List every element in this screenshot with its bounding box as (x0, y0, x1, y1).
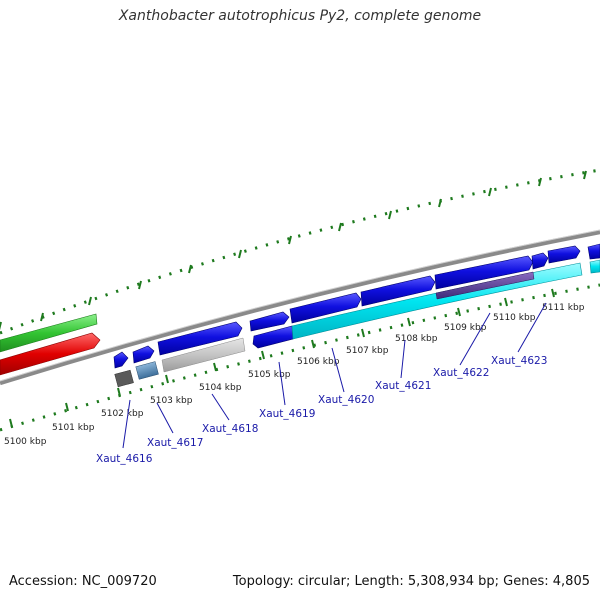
kbp-label: 5106 kbp (297, 357, 340, 367)
outer-dotted-track (0, 168, 600, 335)
accession-text: Accession: NC_009720 (9, 574, 157, 589)
purple-overlay[interactable] (435, 271, 535, 300)
gene-label[interactable]: Xaut_4622 (433, 367, 489, 379)
backbone-line (0, 229, 600, 386)
kbp-label: 5104 kbp (199, 383, 242, 393)
cds-arrow[interactable] (249, 311, 290, 332)
cds-arrow[interactable] (587, 243, 600, 260)
cds-arrow[interactable] (289, 292, 362, 324)
inner-track-ticks (9, 288, 555, 428)
kbp-label: 5109 kbp (444, 323, 487, 333)
cds-arrow[interactable] (157, 321, 243, 356)
genome-summary-text: Topology: circular; Length: 5,308,934 bp… (232, 574, 590, 589)
kbp-label: 5100 kbp (4, 437, 47, 447)
light-grey-bar[interactable] (161, 337, 246, 373)
gene-label[interactable]: Xaut_4623 (491, 355, 547, 367)
cds-arrow[interactable] (531, 252, 549, 270)
gene-leader-lines (122, 302, 547, 449)
cds-reverse[interactable] (252, 325, 294, 349)
green-feature (0, 313, 98, 353)
kbp-label: 5111 kbp (542, 303, 585, 313)
gene-label[interactable]: Xaut_4616 (96, 453, 153, 465)
gene-label[interactable]: Xaut_4620 (318, 394, 374, 406)
kbp-label: 5102 kbp (101, 409, 144, 419)
cds-arrow[interactable] (547, 245, 581, 264)
cds-arrow[interactable] (132, 345, 155, 364)
gene-label[interactable]: Xaut_4617 (147, 437, 203, 449)
similarity-track (114, 259, 600, 388)
genome-map: 5100 kbp 5101 kbp 5102 kbp 5103 kbp 5104… (0, 168, 600, 465)
cds-arrow[interactable] (434, 255, 534, 290)
gene-label[interactable]: Xaut_4621 (375, 380, 431, 392)
forward-cds-track (113, 243, 600, 369)
kbp-label: 5107 kbp (346, 346, 389, 356)
gene-label[interactable]: Xaut_4619 (259, 408, 315, 420)
cds-arrow[interactable] (113, 351, 129, 369)
gene-labels: Xaut_4616 Xaut_4617 Xaut_4618 Xaut_4619 … (96, 355, 547, 465)
cds-arrow[interactable] (360, 275, 436, 307)
small-grey-block[interactable] (114, 369, 134, 388)
gene-label[interactable]: Xaut_4618 (202, 423, 258, 435)
kbp-label: 5105 kbp (248, 370, 291, 380)
steel-block[interactable] (135, 361, 159, 380)
kbp-label: 5101 kbp (52, 423, 95, 433)
red-feature (0, 332, 101, 376)
map-title: Xanthobacter autotrophicus Py2, complete… (118, 8, 482, 24)
kbp-labels: 5100 kbp 5101 kbp 5102 kbp 5103 kbp 5104… (4, 303, 585, 447)
kbp-label: 5108 kbp (395, 334, 438, 344)
outer-track-ticks (0, 170, 587, 331)
kbp-label: 5103 kbp (150, 396, 193, 406)
kbp-label: 5110 kbp (493, 313, 536, 323)
cyan-blast-hit[interactable] (589, 259, 600, 274)
